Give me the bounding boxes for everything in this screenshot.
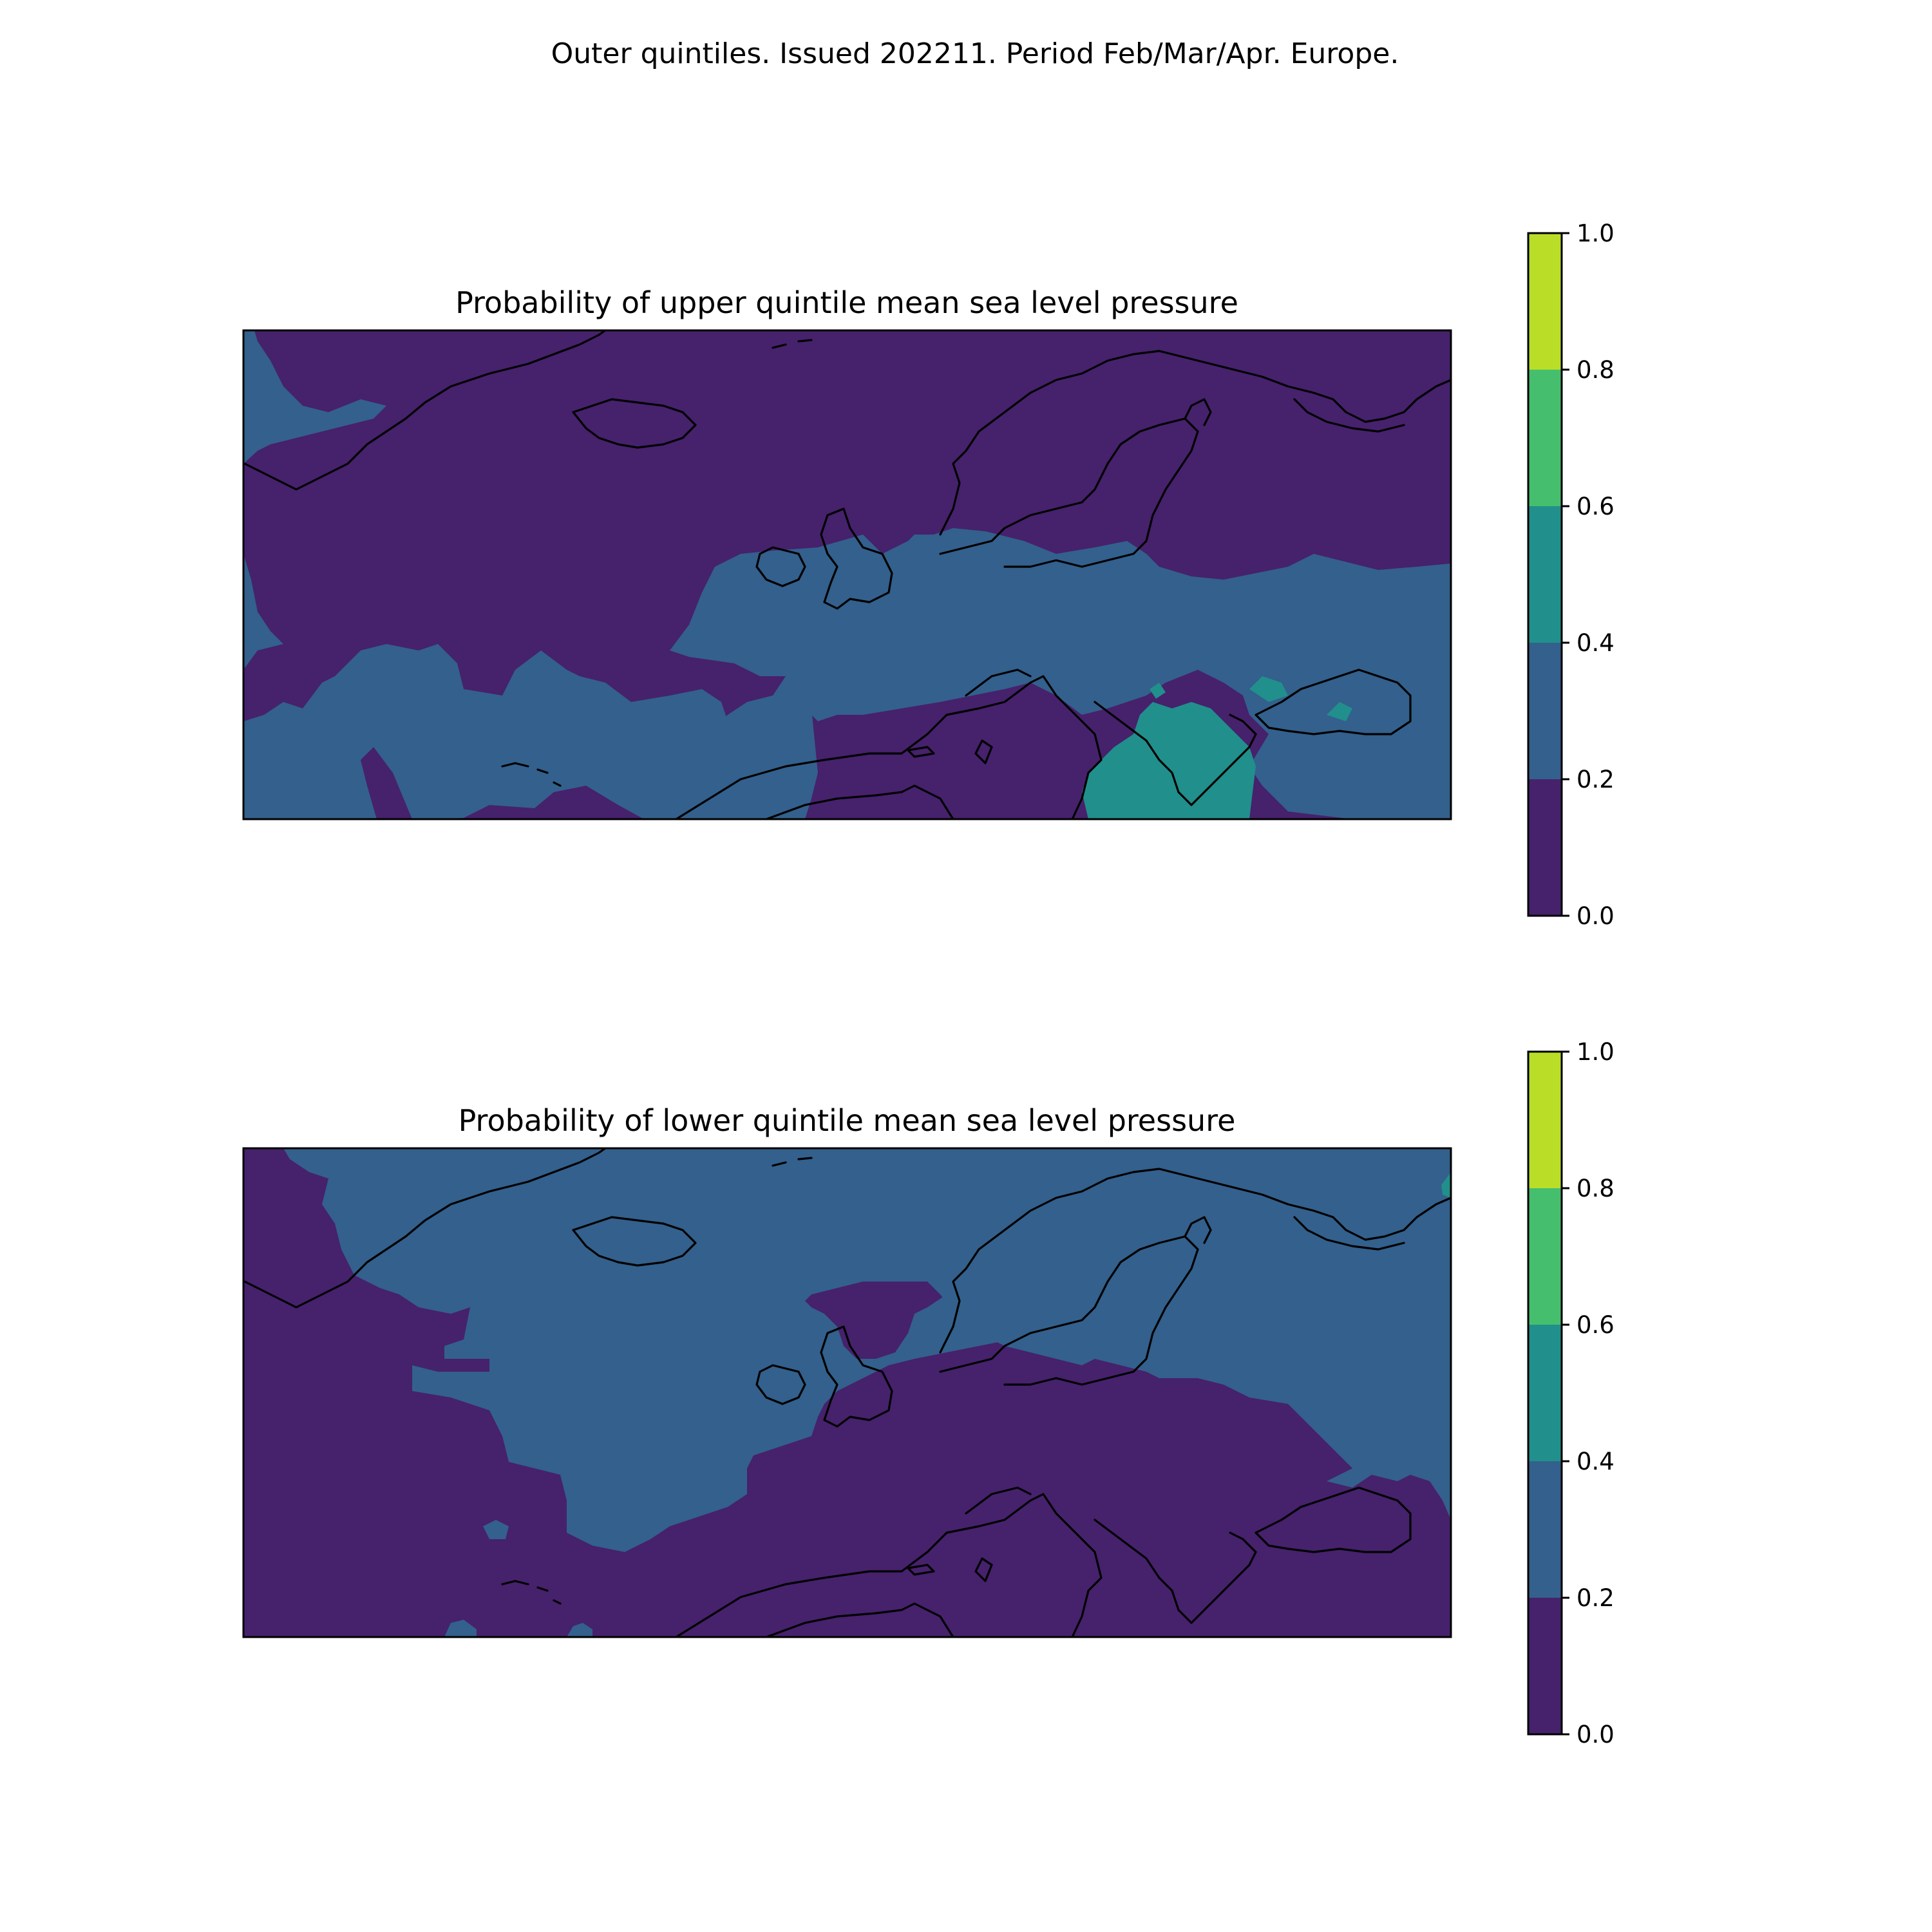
map-lower-region-0-2-0-4-patch-a — [483, 1520, 509, 1539]
colorbar-lower: 0.0 0.2 0.4 0.6 0.8 1.0 — [1527, 1038, 1615, 1748]
map-lower-region-0-2-0-4-patch-b — [444, 1620, 477, 1637]
map-lower-frame — [242, 1147, 1452, 1638]
map-lower-region-0-2-0-4-patch-d — [615, 1494, 628, 1520]
colorbar-tick-label: 0.2 — [1577, 1584, 1615, 1612]
colorbar-tick-label: 0.2 — [1577, 766, 1615, 793]
map-upper-coastline — [243, 330, 1451, 819]
map-upper-frame — [242, 329, 1452, 820]
map-upper-region-0-4-0-6-caucasus — [1327, 702, 1352, 721]
map-upper-region-0-2-0-4-patch — [243, 554, 283, 670]
map-lower-region-0-4-0-6-edge — [1441, 1172, 1451, 1198]
colorbar-upper: 0.0 0.2 0.4 0.6 0.8 1.0 — [1527, 220, 1615, 930]
colorbar-tick-label: 0.6 — [1577, 493, 1615, 520]
map-upper-region-0-4-0-6-balkans — [1082, 702, 1256, 819]
colorbar-tick-label: 0.0 — [1577, 902, 1615, 930]
colorbar-tick-label: 0.6 — [1577, 1311, 1615, 1339]
map-upper-region-0-2-0-4-greenland — [243, 330, 386, 464]
colorbar-tick-label: 0.8 — [1577, 1175, 1615, 1202]
map-lower-coastline — [243, 1148, 1451, 1637]
map-lower-region-0-2-0-4-patch-c — [567, 1623, 592, 1637]
map-title-lower: Probability of lower quintile mean sea l… — [459, 1103, 1236, 1138]
figure-suptitle: Outer quintiles. Issued 202211. Period F… — [551, 37, 1399, 70]
colorbar-tick-label: 0.0 — [1577, 1721, 1615, 1748]
colorbar-tick-label: 1.0 — [1577, 1038, 1615, 1066]
colorbar-tick-label: 0.4 — [1577, 629, 1615, 657]
colorbar-tick-label: 1.0 — [1577, 220, 1615, 247]
map-title-upper: Probability of upper quintile mean sea l… — [455, 285, 1238, 320]
map-upper — [243, 330, 1451, 819]
map-upper-region-0-2-0-4-south — [243, 644, 728, 819]
map-upper-region-0-4-0-6-speck — [1150, 683, 1166, 699]
colorbar-tick-label: 0.8 — [1577, 356, 1615, 384]
map-lower — [243, 1148, 1451, 1637]
map-upper-region-0-4-0-6-crimea — [1249, 676, 1288, 702]
map-lower-region-0-2-0-4-north — [283, 1148, 1451, 1552]
colorbar-tick-label: 0.4 — [1577, 1448, 1615, 1475]
